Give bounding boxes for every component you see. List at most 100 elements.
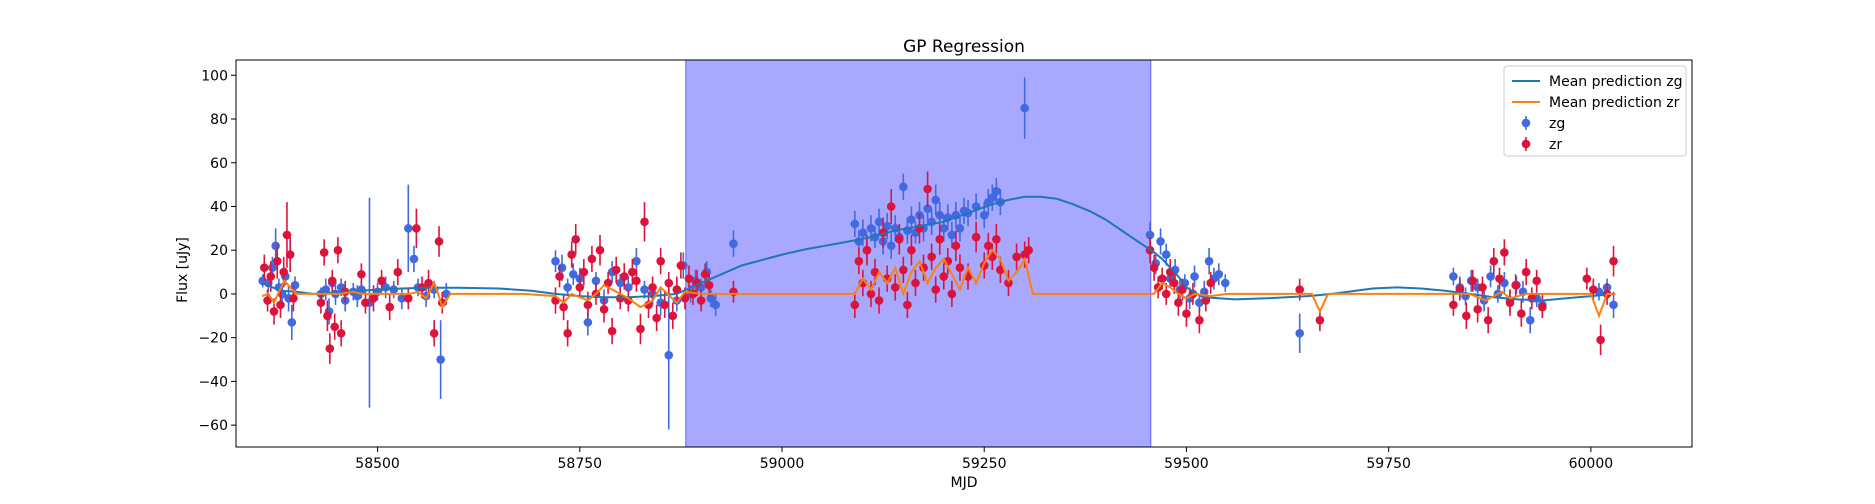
data-point-zr xyxy=(636,324,645,334)
data-point-zr xyxy=(559,302,568,312)
data-point-zr xyxy=(874,296,884,305)
data-point-zr xyxy=(992,234,1001,244)
data-point-zr xyxy=(1473,304,1482,314)
x-tick-label: 59500 xyxy=(1164,456,1209,472)
data-point-zr xyxy=(656,256,665,266)
data-point-zr xyxy=(276,300,285,310)
data-point-zr xyxy=(1024,245,1034,255)
x-tick-label: 58500 xyxy=(355,456,400,472)
data-point-zg xyxy=(939,224,949,233)
data-point-zg xyxy=(1190,272,1199,281)
data-point-zg xyxy=(931,195,940,205)
data-point-zr xyxy=(923,184,932,194)
data-point-zr xyxy=(862,245,872,255)
data-point-zr xyxy=(1517,309,1526,318)
data-point-zr xyxy=(1495,274,1504,283)
data-point-zr xyxy=(333,245,343,255)
data-point-zr xyxy=(279,267,289,277)
data-point-zr xyxy=(640,217,649,227)
data-point-zr xyxy=(1161,289,1171,299)
legend-marker-zg xyxy=(1521,118,1531,128)
data-point-zr xyxy=(611,265,621,275)
series-zr xyxy=(260,171,1618,364)
data-point-zr xyxy=(429,329,439,338)
data-point-zr xyxy=(983,241,993,251)
data-layer xyxy=(258,77,1618,430)
data-point-zr xyxy=(1462,311,1471,321)
data-point-zr xyxy=(1195,315,1204,325)
data-point-zg xyxy=(988,193,997,203)
data-point-zr xyxy=(330,322,339,332)
data-point-zg xyxy=(664,350,674,360)
data-point-zr xyxy=(927,252,936,262)
data-point-zr xyxy=(907,245,916,255)
data-point-zg xyxy=(397,294,407,303)
data-point-zr xyxy=(263,296,272,305)
data-point-zr xyxy=(319,248,329,257)
data-point-zg xyxy=(551,256,560,266)
data-point-zg xyxy=(907,215,916,224)
data-point-zr xyxy=(563,329,572,338)
legend-label-zg: zg xyxy=(1549,116,1565,132)
data-point-zr xyxy=(947,289,957,299)
data-point-zr xyxy=(599,304,609,314)
legend-label-mean-prediction-zr: Mean prediction zr xyxy=(1549,95,1680,111)
data-point-zg xyxy=(271,241,280,251)
y-axis-label: Flux [uJy] xyxy=(175,237,191,303)
data-point-zg xyxy=(583,318,593,327)
data-point-zr xyxy=(1315,315,1325,325)
data-point-zg xyxy=(321,285,331,294)
data-point-zr xyxy=(676,261,686,270)
data-point-zr xyxy=(369,294,378,303)
data-point-zr xyxy=(696,296,706,305)
data-point-zg xyxy=(1295,329,1304,338)
data-point-zr xyxy=(323,311,332,321)
data-point-zr xyxy=(1004,278,1013,288)
data-point-zr xyxy=(660,300,670,310)
legend-marker-zr xyxy=(1521,139,1531,149)
data-point-zr xyxy=(704,280,714,290)
data-point-zr xyxy=(361,298,370,307)
data-point-zr xyxy=(567,250,576,259)
data-point-zr xyxy=(1582,274,1592,283)
data-point-zr xyxy=(412,224,421,233)
axes-frame xyxy=(235,59,1693,448)
data-point-zr xyxy=(996,265,1005,275)
y-tick-label: 100 xyxy=(201,68,228,84)
data-point-zr xyxy=(1538,302,1547,312)
data-point-zr xyxy=(325,344,335,353)
data-point-zg xyxy=(935,210,945,220)
data-point-zr xyxy=(672,285,682,294)
data-point-zg xyxy=(1214,269,1224,279)
data-point-zr xyxy=(1206,278,1216,288)
data-point-zr xyxy=(595,245,605,255)
data-point-zr xyxy=(434,237,444,246)
data-point-zg xyxy=(850,219,860,229)
data-point-zr xyxy=(939,272,949,281)
data-point-zr xyxy=(951,241,961,251)
data-point-zr xyxy=(619,272,629,281)
data-point-zg xyxy=(569,269,578,279)
data-point-zr xyxy=(652,313,661,323)
data-point-zr xyxy=(1511,280,1520,290)
data-point-zg xyxy=(874,217,884,227)
data-point-zr xyxy=(1489,256,1499,266)
data-point-zg xyxy=(640,285,649,294)
data-point-zg xyxy=(866,224,876,233)
data-point-zg xyxy=(729,239,738,248)
data-point-zg xyxy=(992,186,1001,196)
data-point-zg xyxy=(615,278,625,288)
x-tick-label: 58750 xyxy=(558,456,603,472)
data-point-zg xyxy=(1525,315,1535,325)
y-tick-label: −40 xyxy=(198,374,228,390)
data-point-zr xyxy=(890,283,900,292)
data-point-zr xyxy=(1157,274,1167,283)
data-point-zg xyxy=(955,224,965,233)
data-point-zr xyxy=(628,267,637,277)
y-tick-label: 60 xyxy=(210,156,228,172)
data-point-zr xyxy=(260,263,269,273)
data-point-zr xyxy=(1500,248,1509,257)
data-point-zr xyxy=(931,285,940,294)
data-point-zr xyxy=(700,269,710,279)
